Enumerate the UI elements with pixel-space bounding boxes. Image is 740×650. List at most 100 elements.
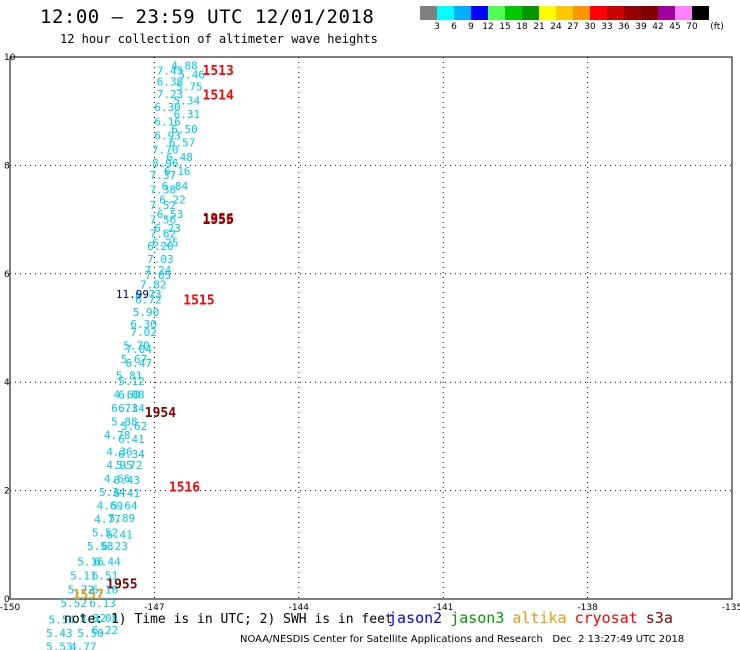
data-point-label: 5.72 [68, 584, 95, 597]
data-point-label: 6.30 [130, 318, 157, 331]
data-point-label: 5.50 [77, 627, 104, 640]
color-scale-unit: (ft) [710, 22, 724, 32]
data-point-label: 7.62 [150, 227, 177, 240]
color-scale-swatch [573, 6, 590, 20]
data-point-label: 6.25 [152, 237, 179, 250]
color-scale-swatch [539, 6, 556, 20]
data-point-label: 5.34 [99, 486, 126, 499]
data-point-label: 7.02 [130, 326, 157, 339]
color-scale-swatch [624, 6, 641, 20]
data-point-label: 6.57 [169, 136, 196, 149]
legend-entry-jason2: jason2 [388, 609, 443, 627]
data-point-label: 4.77 [70, 640, 97, 650]
data-point-label: 6.48 [166, 151, 193, 164]
color-scale-tick: 45 [669, 22, 681, 32]
y-tick-label: 8 [4, 161, 10, 171]
data-point-label: 6.22 [92, 624, 119, 637]
data-point-label: 5.32 [80, 612, 107, 625]
color-scale-swatch [522, 6, 539, 20]
color-scale-tick: 36 [618, 22, 630, 32]
data-point-label: 6.34 [118, 448, 145, 461]
color-scale-tick: 24 [550, 22, 562, 32]
color-scale-tick: 30 [584, 22, 596, 32]
plot-frame [9, 56, 733, 600]
data-point-label: 5.62 [121, 420, 148, 433]
y-tick-label: 2 [4, 487, 10, 497]
data-point-label: 1954 [145, 406, 176, 421]
data-point-label: 6.23 [154, 222, 181, 235]
chart-subtitle: 12 hour collection of altimeter wave hei… [60, 32, 378, 46]
data-point-label: 6.50 [171, 123, 198, 136]
color-scale-swatch [675, 6, 692, 20]
data-point-label: 6.38 [157, 76, 184, 89]
data-point-label: 6.41 [113, 487, 140, 500]
data-point-label: 1557 [73, 588, 104, 603]
legend-entry-jason3: jason3 [450, 609, 505, 627]
color-scale-tick: 9 [468, 22, 474, 32]
data-point-label: 6.47 [126, 357, 152, 370]
data-point-label: 6.84 [162, 180, 189, 193]
data-point-label: 6.08 [118, 388, 145, 401]
data-point-label: 7.52 [150, 199, 177, 212]
data-point-label: 6.16 [164, 165, 191, 178]
x-tick-label: -135 [722, 603, 740, 613]
data-point-label: 1955 [203, 213, 234, 228]
data-point-label: 7.23 [157, 88, 184, 101]
data-point-label: 1514 [203, 88, 234, 103]
data-point-label: 7.38 [150, 184, 177, 197]
data-point-label: 1955 [106, 578, 137, 593]
data-point-label: 6.23 [101, 540, 128, 553]
data-point-label: 8.96 [152, 157, 179, 170]
data-point-label: 5.34 [174, 95, 201, 108]
data-point-label: 5.52 [61, 597, 88, 610]
data-point-label: 6.20 [147, 240, 174, 253]
y-tick-label: 10 [4, 53, 16, 63]
x-tick-label: -138 [577, 603, 598, 613]
data-point-label: 4.36 [106, 445, 132, 458]
color-scale-tick: 21 [533, 22, 545, 32]
legend-entry-s3a: s3a [645, 609, 673, 627]
color-scale-swatch [556, 6, 573, 20]
data-point-label: 6.41 [106, 528, 132, 541]
color-scale-tick: 6 [451, 22, 457, 32]
color-scale-swatch [454, 6, 471, 20]
data-point-label: 5.88 [111, 416, 138, 429]
credit-line: NOAA/NESDIS Center for Satellite Applica… [240, 634, 685, 645]
data-point-label: 5.16 [77, 555, 104, 568]
data-point-label: 1356 [203, 212, 234, 227]
color-scale-swatch [437, 6, 454, 20]
data-point-label: 1516 [169, 481, 200, 496]
color-scale-swatch [658, 6, 675, 20]
data-point-label: 7.45 [157, 64, 184, 77]
data-point-label: 5.12 [118, 375, 145, 388]
data-point-label: 5.54 [49, 613, 76, 626]
data-point-label: 7.04 [126, 343, 153, 356]
data-point-label: 5.46 [178, 69, 205, 82]
data-point-label: 5.58 [87, 540, 114, 553]
color-scale-tick: 12 [482, 22, 494, 32]
x-tick-label: -144 [289, 603, 310, 613]
data-point-label: 1515 [183, 294, 214, 309]
data-point-label: 7.37 [150, 169, 177, 182]
color-scale-swatch [488, 6, 505, 20]
data-point-label: 7.56 [150, 213, 177, 226]
data-point-label: 6.72 [135, 294, 162, 307]
color-scale-swatch [505, 6, 522, 20]
color-scale-tick: 18 [516, 22, 528, 32]
data-point-label: 6.71 [111, 402, 138, 415]
data-point-label: 6.34 [118, 402, 145, 415]
data-point-label: 1513 [203, 64, 234, 79]
data-point-label: 6.41 [118, 433, 145, 446]
y-tick-label: 6 [4, 270, 10, 280]
data-point-label: 5.52 [92, 527, 119, 540]
data-point-label: 6.22 [159, 193, 186, 206]
data-point-label: 4.69 [97, 500, 124, 513]
data-point-label: 5.43 [46, 627, 73, 640]
data-point-label: 5.90 [133, 306, 160, 319]
data-point-label: 6.13 [89, 597, 116, 610]
color-scale-swatch [692, 6, 709, 20]
data-point-label: 4.78 [104, 429, 131, 442]
data-point-label: 7.82 [140, 278, 167, 291]
data-point-label: 6.53 [157, 208, 184, 221]
